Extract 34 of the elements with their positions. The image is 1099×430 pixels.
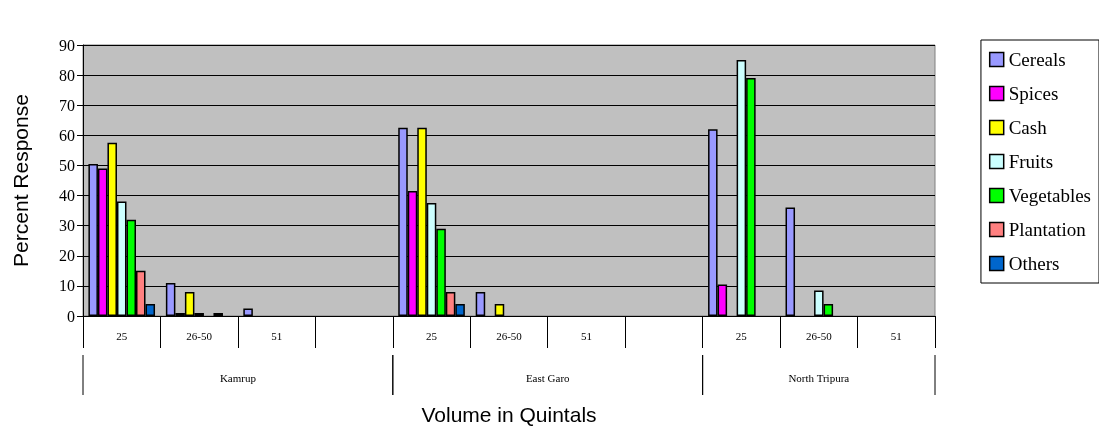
legend-label: Spices (1008, 83, 1059, 104)
x-tick-label: 25 (426, 329, 438, 342)
x-tick-label: 25 (116, 329, 128, 342)
y-tick-label: 70 (59, 96, 75, 114)
x-tick-label: 26-50 (805, 329, 833, 342)
x-tick-label: 26-50 (186, 329, 213, 342)
text: North Tripura (788, 372, 850, 384)
y-tick-label: 10 (59, 277, 75, 295)
legend-label: Plantation (1008, 219, 1087, 240)
x-tick-label: 25 (735, 329, 748, 342)
legend-label: Vegetables (1008, 185, 1092, 206)
x-tick-label: 51 (271, 329, 283, 342)
y-tick-label: 30 (59, 217, 75, 235)
legend-label: Others (1008, 253, 1060, 274)
text: East Garo (525, 372, 571, 384)
bar (243, 308, 253, 316)
y-axis-title: Percent Response (9, 94, 32, 267)
y-tick-label: 40 (59, 187, 75, 205)
y-tick-label: 0 (67, 307, 75, 325)
text: Kamrup (219, 372, 257, 384)
x-tick-label: 51 (580, 329, 592, 342)
y-tick-label: 80 (59, 66, 75, 84)
y-tick-label: 50 (59, 156, 75, 174)
y-tick-label: 20 (59, 247, 75, 265)
y-tick-label: 90 (59, 36, 75, 54)
x-tick-label: 51 (890, 329, 902, 342)
legend-label: Cash (1008, 117, 1048, 138)
legend-label: Cereals (1008, 49, 1066, 70)
bar (475, 291, 486, 316)
x-axis-title: Volume in Quintals (421, 403, 597, 426)
bar (494, 303, 505, 316)
legend-label: Fruits (1008, 151, 1054, 172)
x-tick-label: 26-50 (496, 329, 523, 342)
y-tick-label: 60 (59, 126, 75, 144)
